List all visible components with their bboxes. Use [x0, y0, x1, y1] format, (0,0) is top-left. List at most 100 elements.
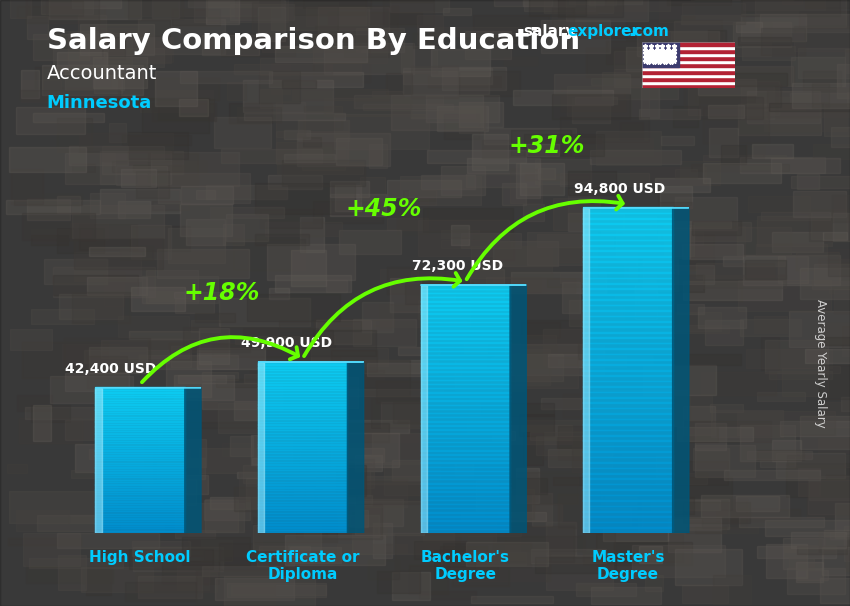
Bar: [258, 424, 348, 428]
Bar: [421, 338, 510, 343]
Bar: [583, 261, 672, 267]
Bar: [421, 421, 510, 425]
Bar: [583, 494, 672, 501]
Text: Salary Comparison By Education: Salary Comparison By Education: [47, 27, 580, 55]
Bar: [421, 313, 510, 318]
Bar: [258, 473, 348, 476]
Bar: [95, 424, 184, 427]
Bar: [421, 384, 510, 388]
Bar: [95, 460, 184, 463]
Bar: [258, 427, 348, 430]
Bar: [95, 494, 184, 497]
Bar: [258, 513, 348, 516]
Text: 42,400 USD: 42,400 USD: [65, 362, 156, 376]
Bar: [583, 441, 672, 447]
Bar: [642, 42, 679, 67]
Bar: [95, 407, 184, 410]
Bar: [421, 467, 510, 471]
Bar: [258, 442, 348, 445]
Bar: [421, 438, 510, 442]
Bar: [258, 436, 348, 439]
Bar: [95, 388, 102, 533]
Bar: [95, 508, 184, 511]
Bar: [642, 78, 735, 81]
Bar: [258, 433, 348, 436]
Bar: [258, 430, 348, 433]
Bar: [258, 364, 348, 368]
Bar: [642, 42, 735, 46]
Bar: [421, 371, 510, 376]
Bar: [421, 342, 510, 347]
Bar: [583, 511, 672, 517]
Bar: [583, 234, 672, 241]
Bar: [258, 482, 348, 485]
Bar: [421, 293, 510, 298]
Bar: [95, 399, 184, 402]
Bar: [421, 500, 510, 504]
Bar: [258, 367, 348, 370]
Bar: [583, 213, 672, 219]
Bar: [421, 359, 510, 364]
Bar: [583, 278, 672, 284]
Bar: [258, 382, 348, 385]
Bar: [258, 387, 348, 390]
Bar: [95, 416, 184, 419]
Bar: [642, 46, 735, 50]
Bar: [95, 431, 184, 434]
Polygon shape: [184, 388, 201, 533]
Bar: [421, 458, 510, 463]
Bar: [258, 510, 348, 513]
Bar: [642, 74, 735, 78]
Bar: [258, 396, 348, 399]
Bar: [95, 455, 184, 458]
Bar: [95, 506, 184, 509]
Bar: [642, 64, 735, 67]
Bar: [583, 397, 672, 403]
Bar: [95, 443, 184, 446]
Bar: [421, 521, 510, 525]
Bar: [583, 316, 672, 322]
Bar: [583, 386, 672, 392]
Bar: [258, 447, 348, 450]
Bar: [95, 462, 184, 465]
Bar: [421, 525, 510, 529]
Bar: [583, 272, 672, 278]
Bar: [421, 508, 510, 513]
Bar: [583, 516, 672, 522]
Bar: [583, 239, 672, 245]
Bar: [258, 362, 264, 533]
Bar: [258, 390, 348, 393]
Bar: [258, 487, 348, 490]
Bar: [583, 332, 672, 338]
Bar: [258, 399, 348, 402]
Bar: [95, 441, 184, 444]
Bar: [258, 410, 348, 413]
Bar: [583, 381, 672, 387]
Bar: [421, 376, 510, 380]
Text: Minnesota: Minnesota: [47, 94, 152, 112]
Bar: [258, 493, 348, 496]
Bar: [258, 490, 348, 493]
Bar: [95, 524, 184, 526]
Bar: [95, 409, 184, 412]
Bar: [258, 476, 348, 479]
Bar: [95, 436, 184, 439]
Bar: [583, 370, 672, 376]
Bar: [642, 53, 735, 56]
Bar: [583, 338, 672, 344]
Bar: [258, 507, 348, 510]
Bar: [95, 487, 184, 490]
Bar: [421, 413, 510, 418]
Bar: [258, 384, 348, 388]
Bar: [421, 442, 510, 447]
Polygon shape: [348, 362, 364, 533]
Bar: [258, 530, 348, 533]
Bar: [421, 454, 510, 459]
Bar: [583, 224, 672, 230]
Bar: [95, 453, 184, 456]
Bar: [583, 484, 672, 490]
Bar: [95, 438, 184, 441]
Bar: [258, 467, 348, 470]
Bar: [258, 519, 348, 522]
Bar: [95, 477, 184, 480]
